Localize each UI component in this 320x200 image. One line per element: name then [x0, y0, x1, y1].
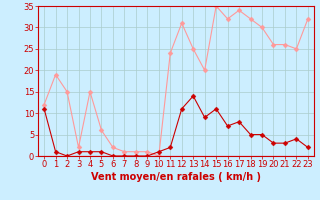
X-axis label: Vent moyen/en rafales ( km/h ): Vent moyen/en rafales ( km/h ): [91, 172, 261, 182]
